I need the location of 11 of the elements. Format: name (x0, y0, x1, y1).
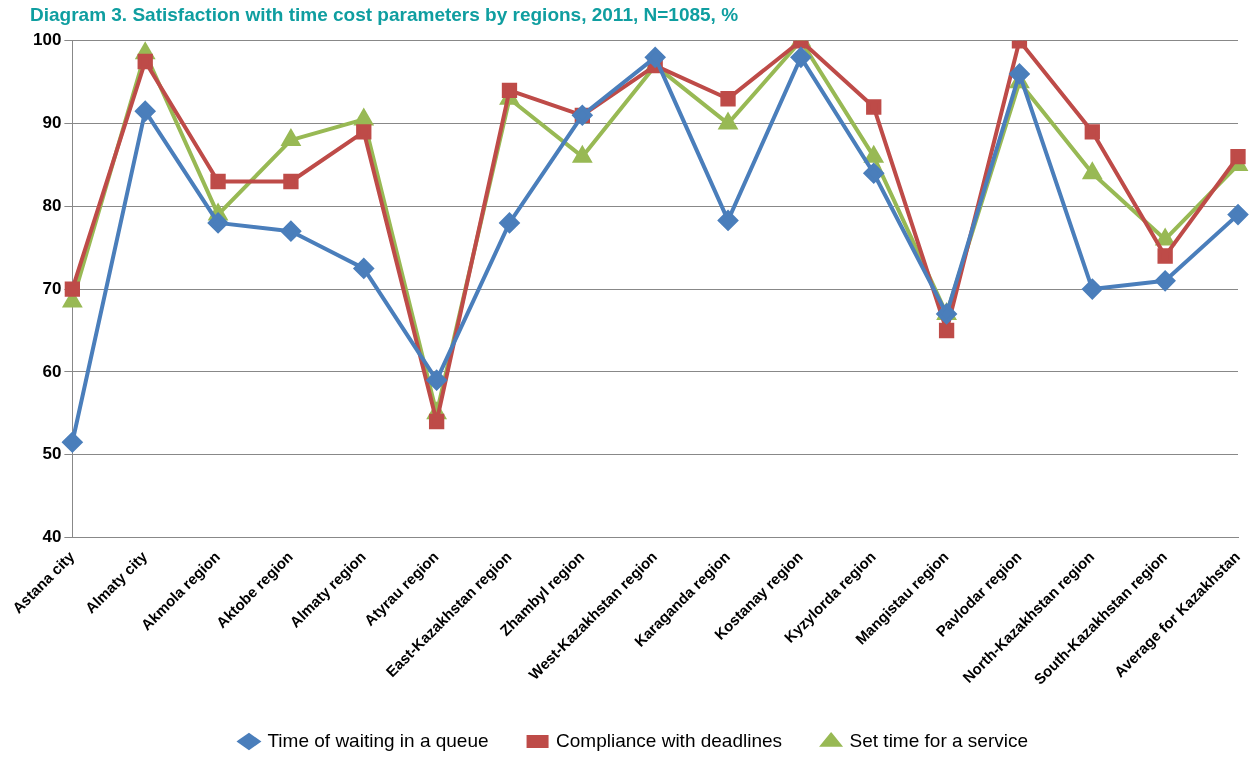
y-tick-label: 70 (42, 278, 62, 298)
y-tick-label: 50 (42, 444, 62, 464)
legend-label: Set time for a service (849, 729, 1029, 751)
chart-title: Diagram 3. Satisfaction with time cost parameters by regions, 2011, N=1085, % (30, 3, 739, 25)
y-tick-label: 60 (42, 361, 62, 381)
legend-label: Time of waiting in a queue (267, 729, 489, 751)
y-tick-label: 40 (42, 527, 62, 547)
y-tick-label: 80 (42, 196, 62, 216)
y-tick-label: 90 (42, 113, 62, 133)
y-tick-label: 100 (32, 30, 62, 50)
legend-label: Compliance with deadlines (556, 729, 783, 751)
